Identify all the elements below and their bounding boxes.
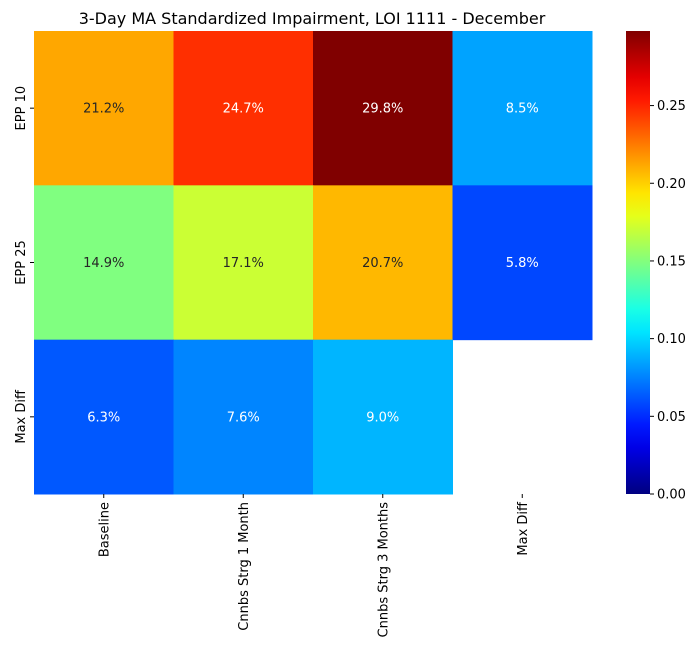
cell-value-label: 20.7% [362, 256, 403, 271]
column-labels: Baseline Cnnbs Strg 1 Month Cnnbs Strg 3 M… [97, 494, 531, 637]
cell-value-label: 21.2% [83, 102, 124, 117]
heatmap-cell [452, 31, 593, 186]
heatmap-cells: 21.2% 24.7% 29.8% 8.5% 14.9% 17.1% 20.7% 5.8% 6.… [34, 31, 593, 495]
colorbar-tick-label: 0.15 [657, 254, 686, 269]
colorbar-tick-label: 0.10 [657, 332, 686, 347]
heatmap-cell [34, 185, 174, 341]
cell-value-label: 29.8% [362, 102, 403, 117]
colorbar-gradient [626, 31, 650, 494]
row-label: EPP 10 [14, 86, 29, 131]
row-label: Max Diff [14, 389, 29, 444]
row-label: EPP 25 [14, 240, 29, 285]
cell-value-label: 8.5% [506, 102, 539, 117]
colorbar-tick-label: 0.05 [657, 410, 686, 425]
heatmap-cell [313, 185, 453, 341]
column-label: Cnnbs Strg 3 Months [376, 502, 391, 638]
heatmap-cell [313, 31, 453, 186]
colorbar-tick-label: 0.20 [657, 177, 686, 192]
column-label: Cnnbs Strg 1 Month [237, 502, 252, 631]
cell-value-label: 24.7% [223, 102, 264, 117]
colorbar-tick-label: 0.00 [657, 488, 686, 503]
heatmap-cell [313, 339, 453, 495]
heatmap-cell [34, 31, 174, 186]
heatmap-cell [173, 339, 314, 495]
cell-value-label: 6.3% [87, 410, 120, 425]
cell-value-label: 7.6% [227, 410, 260, 425]
heatmap-cell [173, 185, 314, 341]
heatmap-cell [173, 31, 314, 186]
chart-title: 3-Day MA Standardized Impairment, LOI 11… [79, 9, 546, 28]
cell-value-label: 5.8% [506, 256, 539, 271]
colorbar-tick-label: 0.25 [657, 99, 686, 114]
column-label: Max Diff [516, 501, 531, 556]
cell-value-label: 14.9% [83, 256, 124, 271]
colorbar: 0.00 0.05 0.10 0.15 0.20 0.25 [626, 31, 686, 503]
heatmap-cell [34, 339, 174, 495]
heatmap-cell [452, 185, 593, 341]
cell-value-label: 17.1% [223, 256, 264, 271]
cell-value-label: 9.0% [366, 410, 399, 425]
column-label: Baseline [97, 502, 112, 557]
row-labels: EPP 10 EPP 25 Max Diff [14, 86, 34, 444]
